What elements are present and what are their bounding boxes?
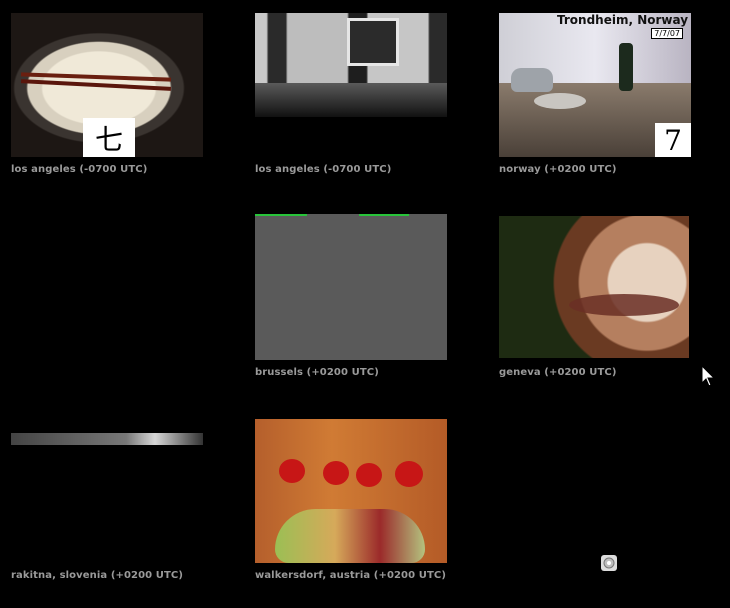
digit-badge: 七 xyxy=(83,118,135,157)
digit-badge: 7 xyxy=(655,123,691,157)
cam-caption: norway (+0200 UTC) xyxy=(499,164,617,175)
cam-caption: geneva (+0200 UTC) xyxy=(499,367,617,378)
webcam-image[interactable]: 七 xyxy=(11,13,203,157)
overlay-date: 7/7/07 xyxy=(651,28,683,39)
gear-icon[interactable] xyxy=(601,555,617,571)
cam-caption: los angeles (-0700 UTC) xyxy=(11,164,148,175)
cam-caption: brussels (+0200 UTC) xyxy=(255,367,379,378)
cam-caption: walkersdorf, austria (+0200 UTC) xyxy=(255,570,447,581)
cam-caption: rakitna, slovenia (+0200 UTC) xyxy=(11,570,184,581)
webcam-image[interactable] xyxy=(255,13,447,117)
cam-caption: los angeles (-0700 UTC) xyxy=(255,164,392,175)
webcam-image[interactable] xyxy=(255,419,447,563)
mouse-pointer-icon xyxy=(701,365,715,387)
webcam-image[interactable] xyxy=(255,214,447,360)
webcam-image[interactable] xyxy=(11,433,203,445)
webcam-image[interactable]: Trondheim, Norway 7/7/07 7 xyxy=(499,13,691,157)
webcam-image[interactable] xyxy=(499,216,689,358)
overlay-title: Trondheim, Norway xyxy=(557,13,689,27)
